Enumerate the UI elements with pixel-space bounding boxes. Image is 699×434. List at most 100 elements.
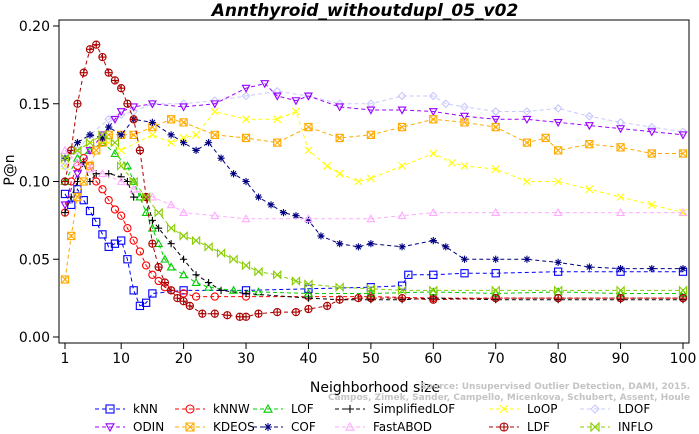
data-point xyxy=(522,177,531,186)
data-point xyxy=(354,177,363,186)
data-point xyxy=(429,295,438,304)
data-point xyxy=(148,270,157,279)
data-point xyxy=(366,283,376,294)
data-point xyxy=(167,138,176,147)
data-point xyxy=(678,149,688,158)
data-point xyxy=(647,149,656,158)
data-point xyxy=(303,214,313,223)
data-point xyxy=(191,292,201,301)
data-point xyxy=(179,270,189,279)
x-tick-label: 1 xyxy=(61,351,70,367)
x-axis: 1 10 20 30 40 50 60 70 80 90 100 xyxy=(61,343,696,367)
data-point xyxy=(129,286,138,295)
y-tick-label: 0.05 xyxy=(19,252,50,268)
series-line xyxy=(64,134,683,291)
series-FastABOD xyxy=(60,145,688,223)
data-point xyxy=(154,207,163,218)
data-point xyxy=(60,189,70,199)
data-point xyxy=(492,255,500,263)
data-point xyxy=(647,200,656,209)
data-point xyxy=(98,185,107,194)
legend-label: kNN xyxy=(133,402,158,416)
data-point xyxy=(336,240,344,248)
data-point xyxy=(110,137,120,148)
data-point xyxy=(160,254,170,263)
data-point xyxy=(148,239,157,248)
data-point xyxy=(92,217,101,227)
data-point xyxy=(166,286,176,295)
data-point xyxy=(241,133,251,143)
data-point xyxy=(117,161,126,171)
data-point xyxy=(85,206,95,216)
data-point xyxy=(429,236,437,245)
data-point xyxy=(204,282,214,291)
data-point xyxy=(116,108,126,117)
data-point xyxy=(97,168,107,178)
legend-item: kNN xyxy=(95,402,158,416)
data-point xyxy=(335,99,345,109)
legend-item: LoOP xyxy=(489,402,558,416)
series-LDF xyxy=(60,40,688,321)
data-point xyxy=(217,154,225,162)
data-point xyxy=(110,205,120,214)
data-point xyxy=(105,123,113,131)
data-point xyxy=(179,207,189,217)
legend-item: LOF xyxy=(253,402,314,416)
legend-label: INFLO xyxy=(618,420,653,434)
data-point xyxy=(148,130,157,139)
data-point xyxy=(98,52,107,62)
x-tick-label: 40 xyxy=(300,351,318,367)
legend-item: FastABOD xyxy=(335,420,432,434)
data-point xyxy=(180,139,188,147)
x-tick-label: 70 xyxy=(487,351,505,367)
legend-label: ODIN xyxy=(133,420,164,434)
data-point xyxy=(354,243,362,251)
data-point xyxy=(541,133,550,143)
data-point xyxy=(254,309,263,318)
legend-item: KDEOS xyxy=(175,420,255,434)
data-point xyxy=(279,209,288,217)
data-point xyxy=(303,92,313,101)
data-point xyxy=(678,131,688,140)
data-point xyxy=(460,161,469,170)
legend-label: LoOP xyxy=(527,402,558,416)
data-point xyxy=(116,110,126,120)
data-point xyxy=(398,161,407,170)
legend-item: kNNW xyxy=(175,402,250,416)
legend-marker xyxy=(185,422,195,432)
data-point xyxy=(404,270,413,279)
legend-item: LDOF xyxy=(580,402,650,416)
data-point xyxy=(522,107,532,116)
data-point xyxy=(616,207,626,217)
data-point xyxy=(491,285,500,296)
data-point xyxy=(616,264,625,273)
data-point xyxy=(491,207,501,217)
data-point xyxy=(86,131,94,139)
legend-label: LOF xyxy=(291,402,314,416)
data-point xyxy=(397,122,407,132)
data-point xyxy=(459,112,470,121)
data-point xyxy=(554,293,563,303)
data-point xyxy=(273,115,282,124)
data-point xyxy=(154,238,164,248)
data-point xyxy=(335,103,345,112)
data-point xyxy=(428,91,438,101)
data-point xyxy=(304,146,313,155)
data-point xyxy=(678,207,688,217)
data-point xyxy=(291,307,301,317)
data-point xyxy=(398,243,406,251)
legend-marker xyxy=(345,421,355,431)
data-point xyxy=(166,223,176,234)
data-point xyxy=(272,92,282,101)
data-point xyxy=(210,309,219,318)
data-point xyxy=(242,289,250,298)
data-point xyxy=(317,232,325,240)
data-point xyxy=(117,236,126,245)
data-point xyxy=(135,247,145,256)
data-point xyxy=(154,262,163,272)
data-point xyxy=(192,146,200,154)
data-point xyxy=(79,177,88,186)
data-point xyxy=(60,145,70,154)
legend-marker xyxy=(590,404,600,414)
data-point xyxy=(242,177,250,186)
